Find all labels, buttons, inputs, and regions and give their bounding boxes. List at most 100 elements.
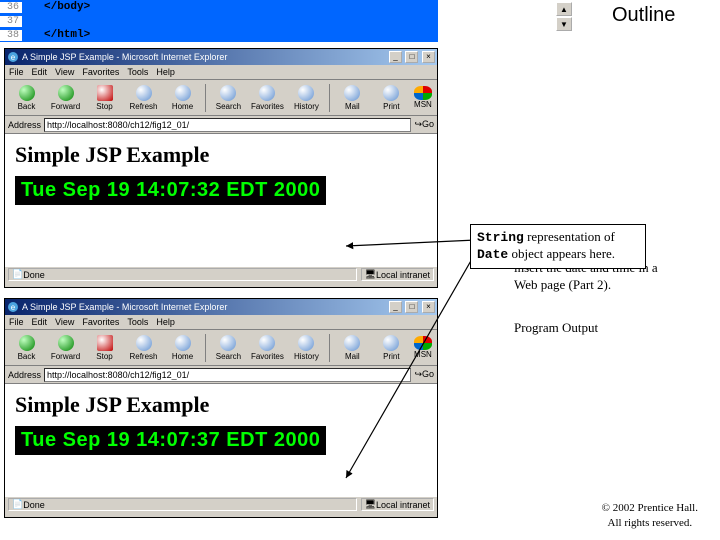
menu-edit[interactable]: Edit — [32, 317, 48, 327]
address-bar: Address ↪Go — [5, 116, 437, 134]
back-button[interactable]: Back — [8, 82, 45, 114]
program-output-label: Program Output — [514, 320, 598, 336]
page-viewport: Simple JSP Example Tue Sep 19 14:07:32 E… — [5, 134, 437, 266]
menubar: File Edit View Favorites Tools Help — [5, 315, 437, 330]
menubar: File Edit View Favorites Tools Help — [5, 65, 437, 80]
next-slide-button[interactable]: ▼ — [556, 17, 572, 31]
address-input[interactable] — [44, 118, 411, 132]
home-button[interactable]: Home — [164, 82, 201, 114]
stop-button[interactable]: Stop — [86, 332, 123, 364]
forward-icon — [58, 335, 74, 351]
print-button[interactable]: Print — [373, 82, 410, 114]
line-number: 38 — [0, 30, 22, 41]
favorites-button[interactable]: Favorites — [249, 332, 286, 364]
search-button[interactable]: Search — [210, 82, 247, 114]
toolbar-separator — [329, 334, 330, 362]
status-text: 📄 Done — [8, 498, 357, 511]
favorites-button[interactable]: Favorites — [249, 82, 286, 114]
ie-icon: e — [7, 301, 19, 313]
status-bar: 📄 Done 🖥 Local intranet — [5, 266, 437, 282]
status-text: 📄 Done — [8, 268, 357, 281]
print-icon — [383, 85, 399, 101]
menu-view[interactable]: View — [55, 317, 74, 327]
window-title: A Simple JSP Example - Microsoft Interne… — [22, 52, 227, 62]
search-icon — [220, 335, 236, 351]
toolbar: Back Forward Stop Refresh Home Search Fa… — [5, 80, 437, 116]
security-zone: 🖥 Local intranet — [361, 498, 434, 511]
slide-nav: ▲ ▼ — [556, 2, 572, 32]
browser-window-1: e A Simple JSP Example - Microsoft Inter… — [4, 48, 438, 288]
back-icon — [19, 335, 35, 351]
menu-view[interactable]: View — [55, 67, 74, 77]
prev-slide-button[interactable]: ▲ — [556, 2, 572, 16]
refresh-button[interactable]: Refresh — [125, 332, 162, 364]
address-input[interactable] — [44, 368, 411, 382]
toolbar: Back Forward Stop Refresh Home Search Fa… — [5, 330, 437, 366]
date-output-1: Tue Sep 19 14:07:32 EDT 2000 — [15, 176, 326, 205]
line-number: 37 — [0, 16, 22, 27]
svg-text:e: e — [11, 53, 16, 62]
maximize-button[interactable]: □ — [405, 301, 418, 313]
refresh-icon — [136, 335, 152, 351]
browser-window-2: e A Simple JSP Example - Microsoft Inter… — [4, 298, 438, 518]
code-line: 36 </body> — [0, 0, 438, 14]
menu-tools[interactable]: Tools — [127, 317, 148, 327]
window-title: A Simple JSP Example - Microsoft Interne… — [22, 302, 227, 312]
code-line: 37 — [0, 14, 438, 28]
page-heading: Simple JSP Example — [15, 142, 427, 168]
mail-button[interactable]: Mail — [334, 82, 371, 114]
favorites-icon — [259, 335, 275, 351]
favorites-icon — [259, 85, 275, 101]
close-button[interactable]: × — [422, 301, 435, 313]
home-icon — [175, 85, 191, 101]
search-icon — [220, 85, 236, 101]
line-number: 36 — [0, 2, 22, 13]
forward-button[interactable]: Forward — [47, 332, 84, 364]
go-button[interactable]: ↪Go — [414, 369, 434, 380]
minimize-button[interactable]: _ — [389, 51, 402, 63]
page-heading: Simple JSP Example — [15, 392, 427, 418]
menu-help[interactable]: Help — [156, 67, 175, 77]
history-icon — [298, 85, 314, 101]
back-button[interactable]: Back — [8, 332, 45, 364]
print-icon — [383, 335, 399, 351]
refresh-icon — [136, 85, 152, 101]
toolbar-separator — [205, 334, 206, 362]
menu-file[interactable]: File — [9, 67, 24, 77]
refresh-button[interactable]: Refresh — [125, 82, 162, 114]
maximize-button[interactable]: □ — [405, 51, 418, 63]
go-button[interactable]: ↪Go — [414, 119, 434, 130]
minimize-button[interactable]: _ — [389, 301, 402, 313]
mail-icon — [344, 85, 360, 101]
mail-button[interactable]: Mail — [334, 332, 371, 364]
mail-icon — [344, 335, 360, 351]
menu-tools[interactable]: Tools — [127, 67, 148, 77]
toolbar-separator — [329, 84, 330, 112]
code-text: </body> — [22, 1, 90, 13]
history-button[interactable]: History — [288, 82, 325, 114]
brand-throbber: MSN — [412, 336, 434, 359]
forward-button[interactable]: Forward — [47, 82, 84, 114]
stop-button[interactable]: Stop — [86, 82, 123, 114]
menu-help[interactable]: Help — [156, 317, 175, 327]
menu-favorites[interactable]: Favorites — [82, 67, 119, 77]
history-icon — [298, 335, 314, 351]
outline-title: Outline — [612, 4, 675, 27]
ie-icon: e — [7, 51, 19, 63]
msn-icon — [414, 336, 432, 350]
home-button[interactable]: Home — [164, 332, 201, 364]
forward-icon — [58, 85, 74, 101]
menu-file[interactable]: File — [9, 317, 24, 327]
address-bar: Address ↪Go — [5, 366, 437, 384]
menu-edit[interactable]: Edit — [32, 67, 48, 77]
history-button[interactable]: History — [288, 332, 325, 364]
close-button[interactable]: × — [422, 51, 435, 63]
search-button[interactable]: Search — [210, 332, 247, 364]
brand-throbber: MSN — [412, 86, 434, 109]
back-icon — [19, 85, 35, 101]
menu-favorites[interactable]: Favorites — [82, 317, 119, 327]
print-button[interactable]: Print — [373, 332, 410, 364]
toolbar-separator — [205, 84, 206, 112]
address-label: Address — [8, 120, 41, 130]
stop-icon — [97, 335, 113, 351]
